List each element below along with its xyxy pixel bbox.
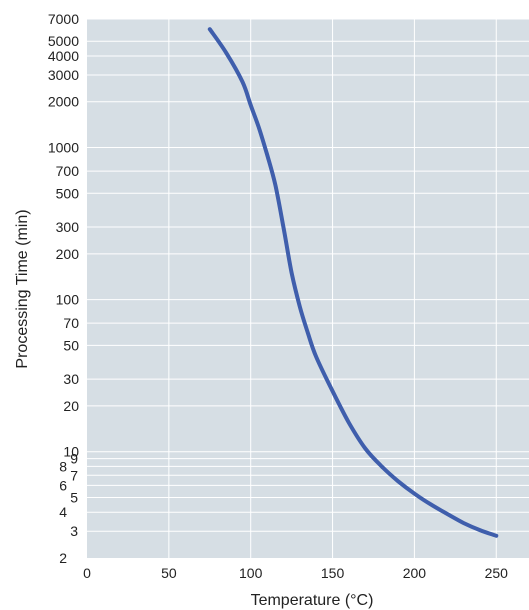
y-tick-label: 5000	[48, 33, 79, 49]
y-tick-label: 30	[63, 371, 79, 387]
y-tick-label: 2000	[48, 94, 79, 110]
x-tick-label: 50	[161, 565, 177, 581]
y-tick-label: 100	[56, 292, 80, 308]
y-tick-label: 5	[70, 489, 78, 505]
y-tick-label: 3000	[48, 67, 79, 83]
y-tick-label: 4	[59, 504, 67, 520]
y-tick-label: 2	[59, 550, 67, 566]
series-layer	[207, 27, 499, 538]
y-tick-label: 20	[63, 398, 79, 414]
x-tick-label: 200	[403, 565, 427, 581]
y-tick-label: 7000	[48, 11, 79, 27]
y-tick-label: 70	[63, 315, 79, 331]
y-tick-label: 700	[56, 163, 80, 179]
x-tick-label: 250	[485, 565, 509, 581]
y-tick-label: 9	[70, 451, 78, 467]
x-tick-labels: 0 50 100 150 200 250	[83, 565, 508, 581]
y-tick-label: 50	[63, 337, 79, 353]
grid-lines	[87, 18, 529, 558]
y-tick-label: 8	[59, 458, 67, 474]
y-tick-label: 200	[56, 246, 80, 262]
y-tick-label: 10	[63, 444, 79, 460]
y-tick-label: 4000	[48, 48, 79, 64]
y-tick-label: 500	[56, 185, 80, 201]
x-tick-label: 100	[239, 565, 263, 581]
y-tick-label: 3	[70, 523, 78, 539]
series-line	[207, 27, 499, 538]
y-tick-label: 1000	[48, 140, 79, 156]
x-tick-label: 0	[83, 565, 91, 581]
y-tick-label: 7	[70, 467, 78, 483]
y-axis-title: Processing Time (min)	[14, 209, 31, 368]
y-tick-label: 300	[56, 219, 80, 235]
x-tick-label: 150	[321, 565, 345, 581]
x-axis-title: Temperature (°C)	[251, 592, 374, 609]
plot-area	[87, 19, 529, 558]
y-tick-label: 6	[59, 477, 67, 493]
